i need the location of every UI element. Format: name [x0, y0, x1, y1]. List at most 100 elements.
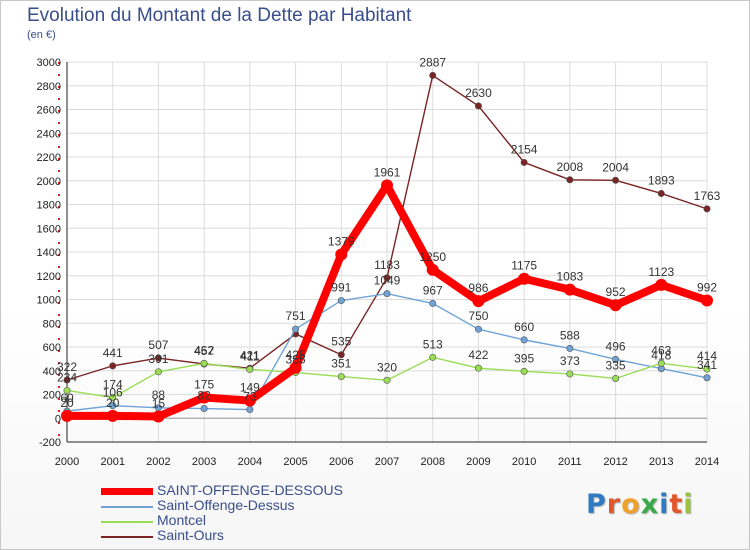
data-point	[63, 386, 71, 394]
data-point	[292, 325, 300, 333]
data-point	[612, 355, 620, 363]
x-tick-label: 2012	[603, 456, 627, 468]
logo-letter: o	[621, 489, 641, 520]
data-point	[518, 272, 531, 285]
data-point	[703, 365, 711, 373]
gridlines	[66, 61, 708, 443]
data-label: 373	[560, 354, 580, 368]
data-label: 149	[240, 381, 260, 395]
data-label: 660	[514, 320, 534, 334]
x-tick-label: 2010	[512, 456, 536, 468]
legend-label: Montcel	[157, 512, 207, 528]
data-point	[474, 325, 482, 333]
x-tick-label: 2002	[146, 456, 170, 468]
data-point	[61, 409, 73, 422]
data-label: 1379	[328, 234, 355, 248]
data-label: 1763	[694, 189, 721, 203]
data-point	[566, 176, 574, 184]
data-point	[609, 299, 622, 312]
chart-title: Evolution du Montant de la Dette par Hab…	[27, 5, 412, 26]
logo-letter: i	[659, 489, 670, 520]
data-label: 967	[423, 283, 443, 297]
data-point	[200, 359, 208, 367]
data-label: 496	[606, 339, 626, 353]
x-tick-label: 2003	[192, 456, 216, 468]
y-tick-label: 3000	[37, 57, 61, 69]
data-point	[426, 263, 439, 276]
y-tick-label: 2200	[37, 152, 61, 164]
logo-letter: P	[586, 489, 607, 520]
logo-letter: i	[683, 489, 694, 520]
data-label: 2887	[419, 55, 446, 69]
legend-label: SAINT-OFFENGE-DESSOUS	[157, 482, 343, 498]
y-tick-label: 2000	[37, 176, 61, 188]
legend-swatch	[101, 506, 153, 508]
data-point	[655, 278, 668, 291]
data-label: 1049	[374, 274, 401, 288]
data-label: 351	[331, 357, 351, 371]
data-label: 992	[697, 280, 717, 294]
y-tick-label: 0	[55, 413, 61, 425]
x-tick-label: 2009	[466, 456, 490, 468]
legend-swatch	[101, 488, 153, 495]
data-point	[520, 367, 528, 375]
data-point	[198, 391, 211, 404]
data-label: 2630	[465, 86, 492, 100]
y-tick-label: 1200	[37, 271, 61, 283]
data-point	[383, 290, 391, 298]
data-point	[337, 297, 345, 305]
series-layer	[61, 71, 713, 423]
data-point	[381, 179, 393, 192]
data-label: 2008	[557, 160, 584, 174]
data-point	[566, 344, 574, 352]
data-label: 320	[377, 360, 397, 374]
data-label: 421	[240, 348, 260, 362]
y-tick-label: 400	[43, 366, 61, 378]
data-label: 1961	[374, 165, 401, 179]
proxiti-logo: Proxiti	[586, 489, 694, 520]
data-label: 20	[106, 396, 120, 410]
data-label: 750	[468, 309, 488, 323]
data-label: 174	[103, 378, 123, 392]
tick-labels: -200 0 200 400 600 800 1000 1200 1400 1600 1800 200…	[37, 57, 720, 468]
data-label: 751	[286, 309, 306, 323]
data-label: 414	[697, 349, 717, 363]
data-label: 341	[697, 358, 717, 372]
data-label: 422	[468, 348, 488, 362]
data-label: 60	[60, 391, 74, 405]
data-label: 507	[148, 338, 168, 352]
data-point	[246, 406, 254, 414]
legend-label: Saint-Offenge-Dessus	[157, 497, 295, 513]
data-label: 322	[57, 360, 77, 374]
data-label: 513	[423, 337, 443, 351]
data-point	[154, 368, 162, 376]
data-label: 425	[286, 348, 306, 362]
data-label: 588	[560, 328, 580, 342]
data-label: 1175	[511, 259, 537, 273]
data-point	[383, 376, 391, 384]
data-labels: 322 441 507 457 421 535 1183 2887 2630 2154 2008 20…	[57, 55, 721, 410]
data-label: 391	[148, 352, 168, 366]
data-point	[109, 394, 117, 402]
data-point	[106, 409, 119, 422]
y-tick-label: 2600	[37, 105, 61, 117]
data-point	[63, 376, 71, 384]
logo-letter: x	[640, 489, 660, 520]
data-label: 1123	[648, 265, 674, 279]
data-label: 175	[194, 377, 214, 391]
data-label: 2004	[602, 160, 629, 174]
x-tick-label: 2006	[329, 456, 353, 468]
data-label: 20	[60, 396, 74, 410]
data-point	[335, 248, 348, 261]
data-label: 1083	[557, 270, 584, 284]
data-label: 395	[514, 351, 534, 365]
data-label: 1183	[374, 258, 400, 272]
data-point	[520, 336, 528, 344]
data-label: 385	[286, 353, 306, 367]
data-point	[429, 71, 437, 79]
data-label: 952	[606, 285, 626, 299]
legend-swatch	[101, 521, 153, 523]
data-point	[657, 359, 665, 367]
data-point	[246, 365, 254, 373]
